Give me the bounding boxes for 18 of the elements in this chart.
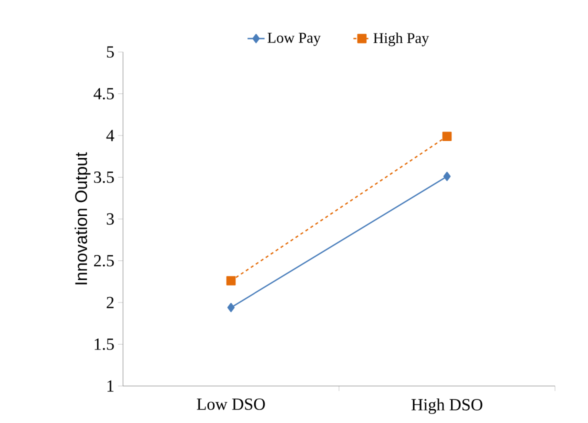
y-tick-label: 1 [107, 380, 114, 392]
y-tick-label: 5 [106, 46, 114, 58]
y-axis-title: Innovation Output [74, 152, 90, 284]
point [226, 276, 236, 286]
y-tick-label: 4.5 [94, 88, 114, 100]
point [443, 172, 451, 182]
x-tick-label: Low DSO [196, 398, 265, 410]
y-tick-label: 1.5 [94, 338, 114, 350]
legend-label: High Pay [373, 32, 430, 46]
y-tick-label: 2 [106, 296, 114, 308]
point [442, 132, 452, 141]
y-tick-label: 3 [106, 213, 114, 225]
y-tick-label: 3.5 [94, 172, 114, 183]
legend-label: Low Pay [268, 32, 321, 46]
x-tick-label: High DSO [411, 398, 482, 414]
y-tick-label: 4 [106, 130, 114, 142]
point [227, 302, 235, 312]
y-tick-label: 2.5 [94, 255, 114, 266]
